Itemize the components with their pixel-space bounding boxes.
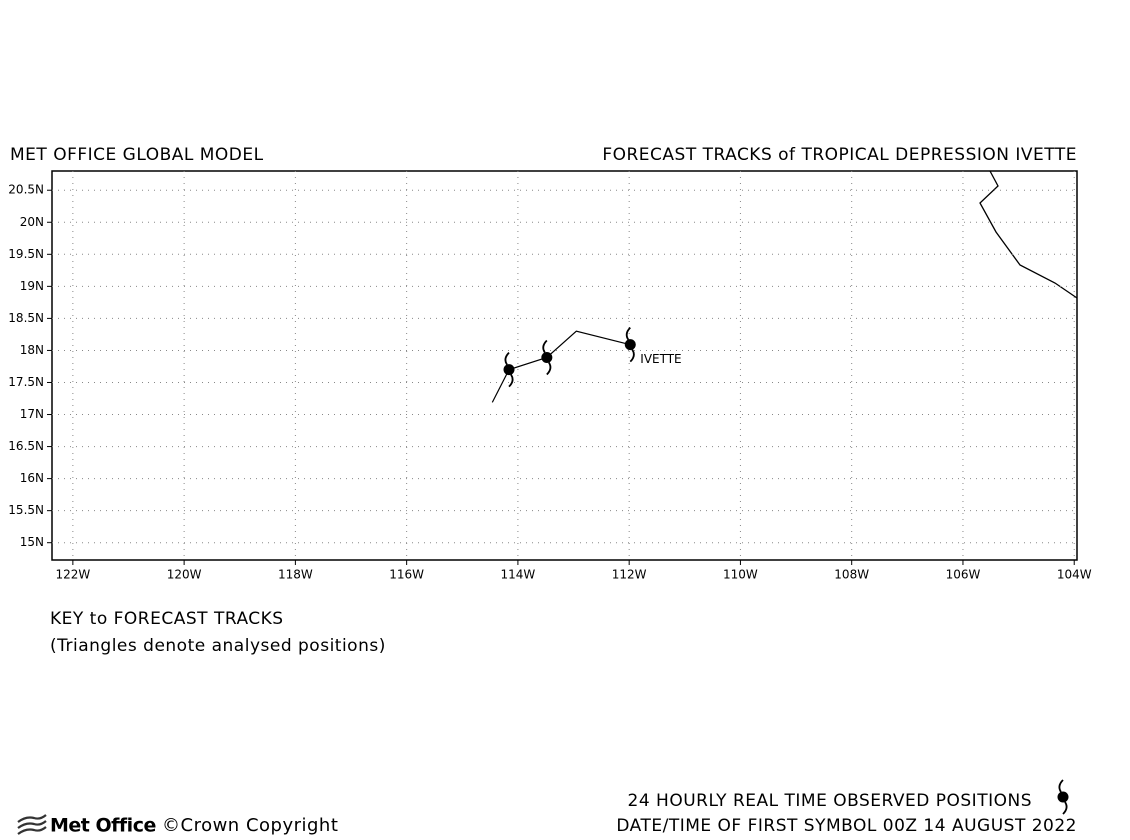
storm-core <box>541 351 553 363</box>
x-tick-label: 108W <box>834 568 869 582</box>
y-tick-label: 19N <box>20 279 44 293</box>
y-tick-label: 17N <box>20 407 44 421</box>
storm-arm <box>1058 779 1064 793</box>
storm-arm <box>625 327 631 341</box>
plot-frame <box>51 170 1078 561</box>
legend-label: 24 HOURLY REAL TIME OBSERVED POSITIONS <box>628 791 1032 811</box>
date-note: DATE/TIME OF FIRST SYMBOL 00Z 14 AUGUST … <box>616 816 1077 836</box>
observed-position <box>541 339 553 376</box>
x-tick-label: 114W <box>501 568 536 582</box>
storm-core <box>624 339 636 351</box>
x-tick-label: 110W <box>723 568 758 582</box>
storm-core <box>503 364 515 376</box>
x-tick-label: 106W <box>946 568 981 582</box>
brand: Met Office <box>50 815 156 837</box>
logo-waves <box>17 814 47 835</box>
y-tick-label: 18N <box>20 343 44 357</box>
x-tick-label: 116W <box>389 568 424 582</box>
storm-arm <box>508 374 514 388</box>
y-tick-label: 20.5N <box>8 183 44 197</box>
observed-position <box>503 352 515 388</box>
x-tick-label: 122W <box>55 568 90 582</box>
observed-position <box>624 327 636 363</box>
copyright: ©Crown Copyright <box>162 815 338 836</box>
y-tick-label: 16N <box>20 471 44 485</box>
legend-symbol <box>1057 779 1069 815</box>
storm-arm <box>1062 801 1068 815</box>
storm-label: IVETTE <box>640 352 681 366</box>
y-tick-label: 20N <box>20 215 44 229</box>
storm-core <box>1057 791 1069 803</box>
model-title: MET OFFICE GLOBAL MODEL <box>10 145 264 165</box>
y-tick-label: 17.5N <box>8 375 44 389</box>
coastline <box>979 170 1078 299</box>
x-tick-label: 112W <box>612 568 647 582</box>
storm-arm <box>546 361 552 376</box>
y-tick-label: 16.5N <box>8 439 44 453</box>
x-tick-label: 120W <box>167 568 202 582</box>
y-tick-label: 19.5N <box>8 247 44 261</box>
y-tick-label: 15.5N <box>8 503 44 517</box>
x-tick-label: 104W <box>1057 568 1092 582</box>
y-tick-label: 15N <box>20 535 44 549</box>
key-title: KEY to FORECAST TRACKS <box>50 609 284 629</box>
storm-arm <box>542 339 548 353</box>
key-note: (Triangles denote analysed positions) <box>50 636 386 656</box>
chart-title: FORECAST TRACKS of TROPICAL DEPRESSION I… <box>602 145 1077 165</box>
y-tick-label: 18.5N <box>8 311 44 325</box>
storm-arm <box>629 349 635 363</box>
storm-arm <box>504 352 510 366</box>
x-tick-label: 118W <box>278 568 313 582</box>
